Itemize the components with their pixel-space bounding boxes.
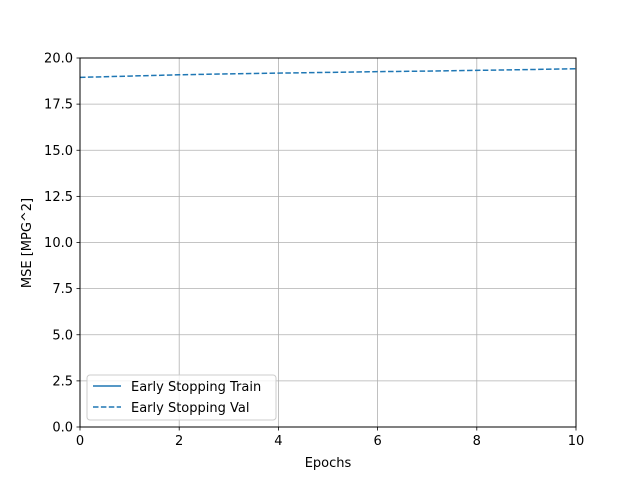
y-tick-label: 10.0 [44,236,73,251]
legend-box [86,374,277,421]
y-axis-ticks: 0.0 2.5 5.0 7.5 10.0 12.5 15.0 17.5 20.0 [44,52,80,436]
y-axis-label: MSE [MPG^2] [20,198,35,288]
x-tick-label: 8 [473,434,481,449]
plot-series [79,67,577,79]
y-tick-label: 0.0 [52,421,73,436]
series-line-1 [79,67,577,79]
x-axis-label: Epochs [305,456,352,471]
legend-label-train: Early Stopping Train [131,380,261,395]
x-tick-label: 6 [373,434,381,449]
x-tick-label: 0 [76,434,84,449]
y-tick-label: 5.0 [52,328,73,343]
x-tick-label: 2 [175,434,183,449]
y-tick-label: 2.5 [52,374,73,389]
legend: Early Stopping Train Early Stopping Val [86,374,277,421]
y-tick-label: 12.5 [44,190,73,205]
y-tick-label: 7.5 [52,282,73,297]
y-tick-label: 15.0 [44,144,73,159]
y-tick-label: 20.0 [44,52,73,67]
y-tick-label: 17.5 [44,98,73,113]
x-tick-label: 10 [568,434,585,449]
legend-label-val: Early Stopping Val [131,401,249,416]
x-axis-ticks: 0 2 4 6 8 10 [76,427,584,449]
x-tick-label: 4 [274,434,282,449]
